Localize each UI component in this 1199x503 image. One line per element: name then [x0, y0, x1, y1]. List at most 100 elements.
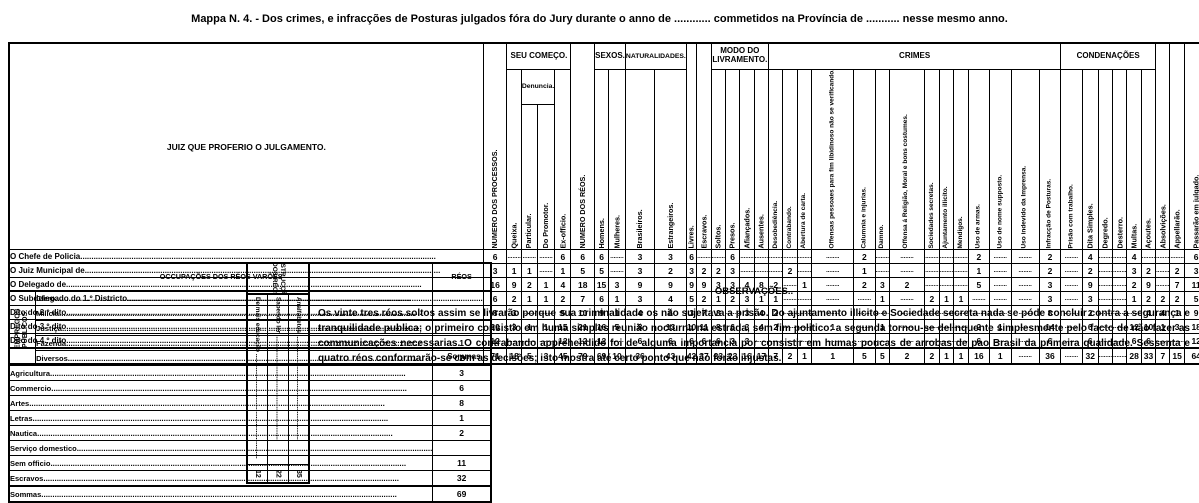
- data-cell: ........: [888, 319, 926, 335]
- group-header-sexos: SEXOS.: [594, 42, 626, 70]
- data-cell: ........: [1060, 249, 1083, 265]
- data-cell: 2: [967, 249, 991, 265]
- data-cell: 2: [967, 319, 991, 335]
- data-cell: 6: [570, 249, 596, 265]
- group-header-condenacoes: CONDENAÇÕES: [1060, 42, 1157, 70]
- occupation-value: 1: [432, 410, 492, 426]
- occupation-row: Fazenda.................................…: [9, 335, 492, 351]
- occupation-value: 2: [432, 425, 492, 441]
- data-cell: 3: [624, 263, 656, 279]
- occupation-label: Nautica.................................…: [8, 425, 434, 441]
- dotted-leader: ........................................…: [254, 352, 262, 459]
- instruction-columns: De mais educação .......................…: [246, 295, 310, 484]
- col-header-degredo: Degredo.: [1098, 69, 1113, 250]
- data-cell: ........: [739, 263, 755, 279]
- data-cell: 64: [1183, 347, 1199, 365]
- occupation-label: Sem officio.............................…: [8, 455, 434, 471]
- main-table-header: JUIZ QUE PROFERIO O JULGAMENTO. NUMERO D…: [8, 42, 1199, 251]
- data-cell: ........: [768, 249, 784, 265]
- data-cell: ........: [536, 249, 556, 265]
- data-cell: ........: [1097, 347, 1114, 365]
- occupation-label: Serviço domestico.......................…: [8, 440, 434, 456]
- col-header-ex-officio: Ex-officio.: [554, 69, 571, 250]
- col-header-reos: NUMERO DOS RÉOS.: [570, 43, 595, 250]
- col-header-damno: Damno.: [875, 69, 890, 250]
- instruction-label-text: Analfabetos: [294, 297, 302, 334]
- dotted-leader: ........................................…: [294, 333, 302, 441]
- occupation-total-row: Sommas..................................…: [8, 485, 492, 503]
- data-cell: 36: [624, 347, 656, 365]
- data-cell: ........: [739, 249, 755, 265]
- data-cell: 3: [654, 249, 687, 265]
- col-header-escravos: Escravos.: [696, 43, 712, 250]
- data-cell: 5: [594, 263, 610, 279]
- data-cell: ........: [938, 263, 955, 279]
- data-cell: ........: [938, 249, 955, 265]
- occupation-value: 3: [432, 365, 492, 381]
- data-cell: ........: [874, 263, 890, 279]
- data-cell: ........: [811, 249, 855, 265]
- data-cell: ........: [1140, 249, 1157, 265]
- data-cell: ........: [953, 319, 969, 335]
- data-cell: 2: [696, 263, 712, 279]
- data-cell: ........: [989, 277, 1012, 293]
- data-cell: 2: [1038, 263, 1062, 279]
- col-header-homens: Homens.: [594, 69, 609, 250]
- col-header-appellarao: Appellarão.: [1169, 43, 1185, 250]
- data-cell: ........: [1060, 319, 1083, 335]
- group-header-seu-comeco: SEU COMEÇO.: [506, 42, 572, 70]
- data-cell: 2: [1038, 249, 1062, 265]
- col-header-desterro: Desterro.: [1112, 69, 1127, 250]
- data-cell: ........: [1169, 249, 1185, 265]
- data-cell: ........: [874, 249, 890, 265]
- occupation-value: 11: [432, 455, 492, 471]
- col-header-estrangeiros: Estrangeiros.: [654, 69, 687, 250]
- col-header-particular: Particular.: [521, 104, 538, 250]
- col-header-mendigos: Mendigos.: [953, 69, 969, 250]
- data-cell: 2: [782, 263, 798, 279]
- data-cell: 6: [554, 249, 572, 265]
- data-cell: 2: [1169, 263, 1185, 279]
- instruction-total-sabendo-ler: 22: [268, 464, 288, 482]
- data-cell: 37: [696, 347, 712, 365]
- data-cell: 18: [506, 347, 522, 365]
- data-cell: 1: [520, 319, 538, 335]
- col-header-afiancados: Afiançados.: [739, 69, 755, 250]
- col-header-ajuntamento: Ajuntamento illicito.: [939, 69, 954, 250]
- data-cell: ........: [1155, 333, 1171, 349]
- data-cell: ........: [953, 249, 969, 265]
- data-cell: 1: [1155, 319, 1171, 335]
- data-cell: ........: [1097, 249, 1114, 265]
- occupation-value: 8: [432, 395, 492, 411]
- occupation-label: Escravos................................…: [8, 470, 434, 487]
- data-cell: ........: [989, 333, 1012, 349]
- data-cell: 2: [888, 347, 926, 365]
- data-cell: ........: [710, 249, 726, 265]
- occupations-table: OCCUPAÇÕES DOS RÉOS VARÕES RÉOS EMPREGOS…: [8, 262, 492, 503]
- col-header-livres: Livres.: [686, 43, 697, 250]
- data-cell: ........: [753, 263, 770, 279]
- data-cell: 1: [506, 263, 522, 279]
- data-cell: 1: [853, 263, 876, 279]
- data-cell: 6: [594, 249, 610, 265]
- occupation-value: 69: [432, 485, 492, 503]
- col-header-infraccao-posturas: Infracção de Posturas.: [1039, 69, 1061, 250]
- data-cell: 42: [685, 347, 698, 365]
- data-cell: 10: [685, 319, 698, 335]
- col-header-prisao-trabalho: Prisão com trabalho.: [1060, 69, 1083, 250]
- juiz-header: JUIZ QUE PROFERIO O JULGAMENTO.: [8, 42, 484, 251]
- data-cell: ........: [1010, 319, 1040, 335]
- col-header-presos: Presos.: [725, 69, 740, 250]
- col-header-promotor: Do Promotor.: [537, 104, 555, 250]
- col-header-mulheres: Mulheres.: [608, 69, 626, 250]
- data-cell: 5: [570, 263, 596, 279]
- data-cell: 3: [724, 263, 741, 279]
- data-cell: 1: [989, 319, 1012, 335]
- col-header-acoutes: Açoutes.: [1141, 69, 1156, 250]
- group-header-denuncia: Denuncia.: [520, 68, 556, 105]
- data-cell: ........: [1060, 347, 1083, 365]
- instruction-label-educacao: De mais educação .......................…: [248, 295, 267, 464]
- reos-column-header: RÉOS: [432, 262, 492, 291]
- occupation-row: Agricultura.............................…: [8, 365, 492, 381]
